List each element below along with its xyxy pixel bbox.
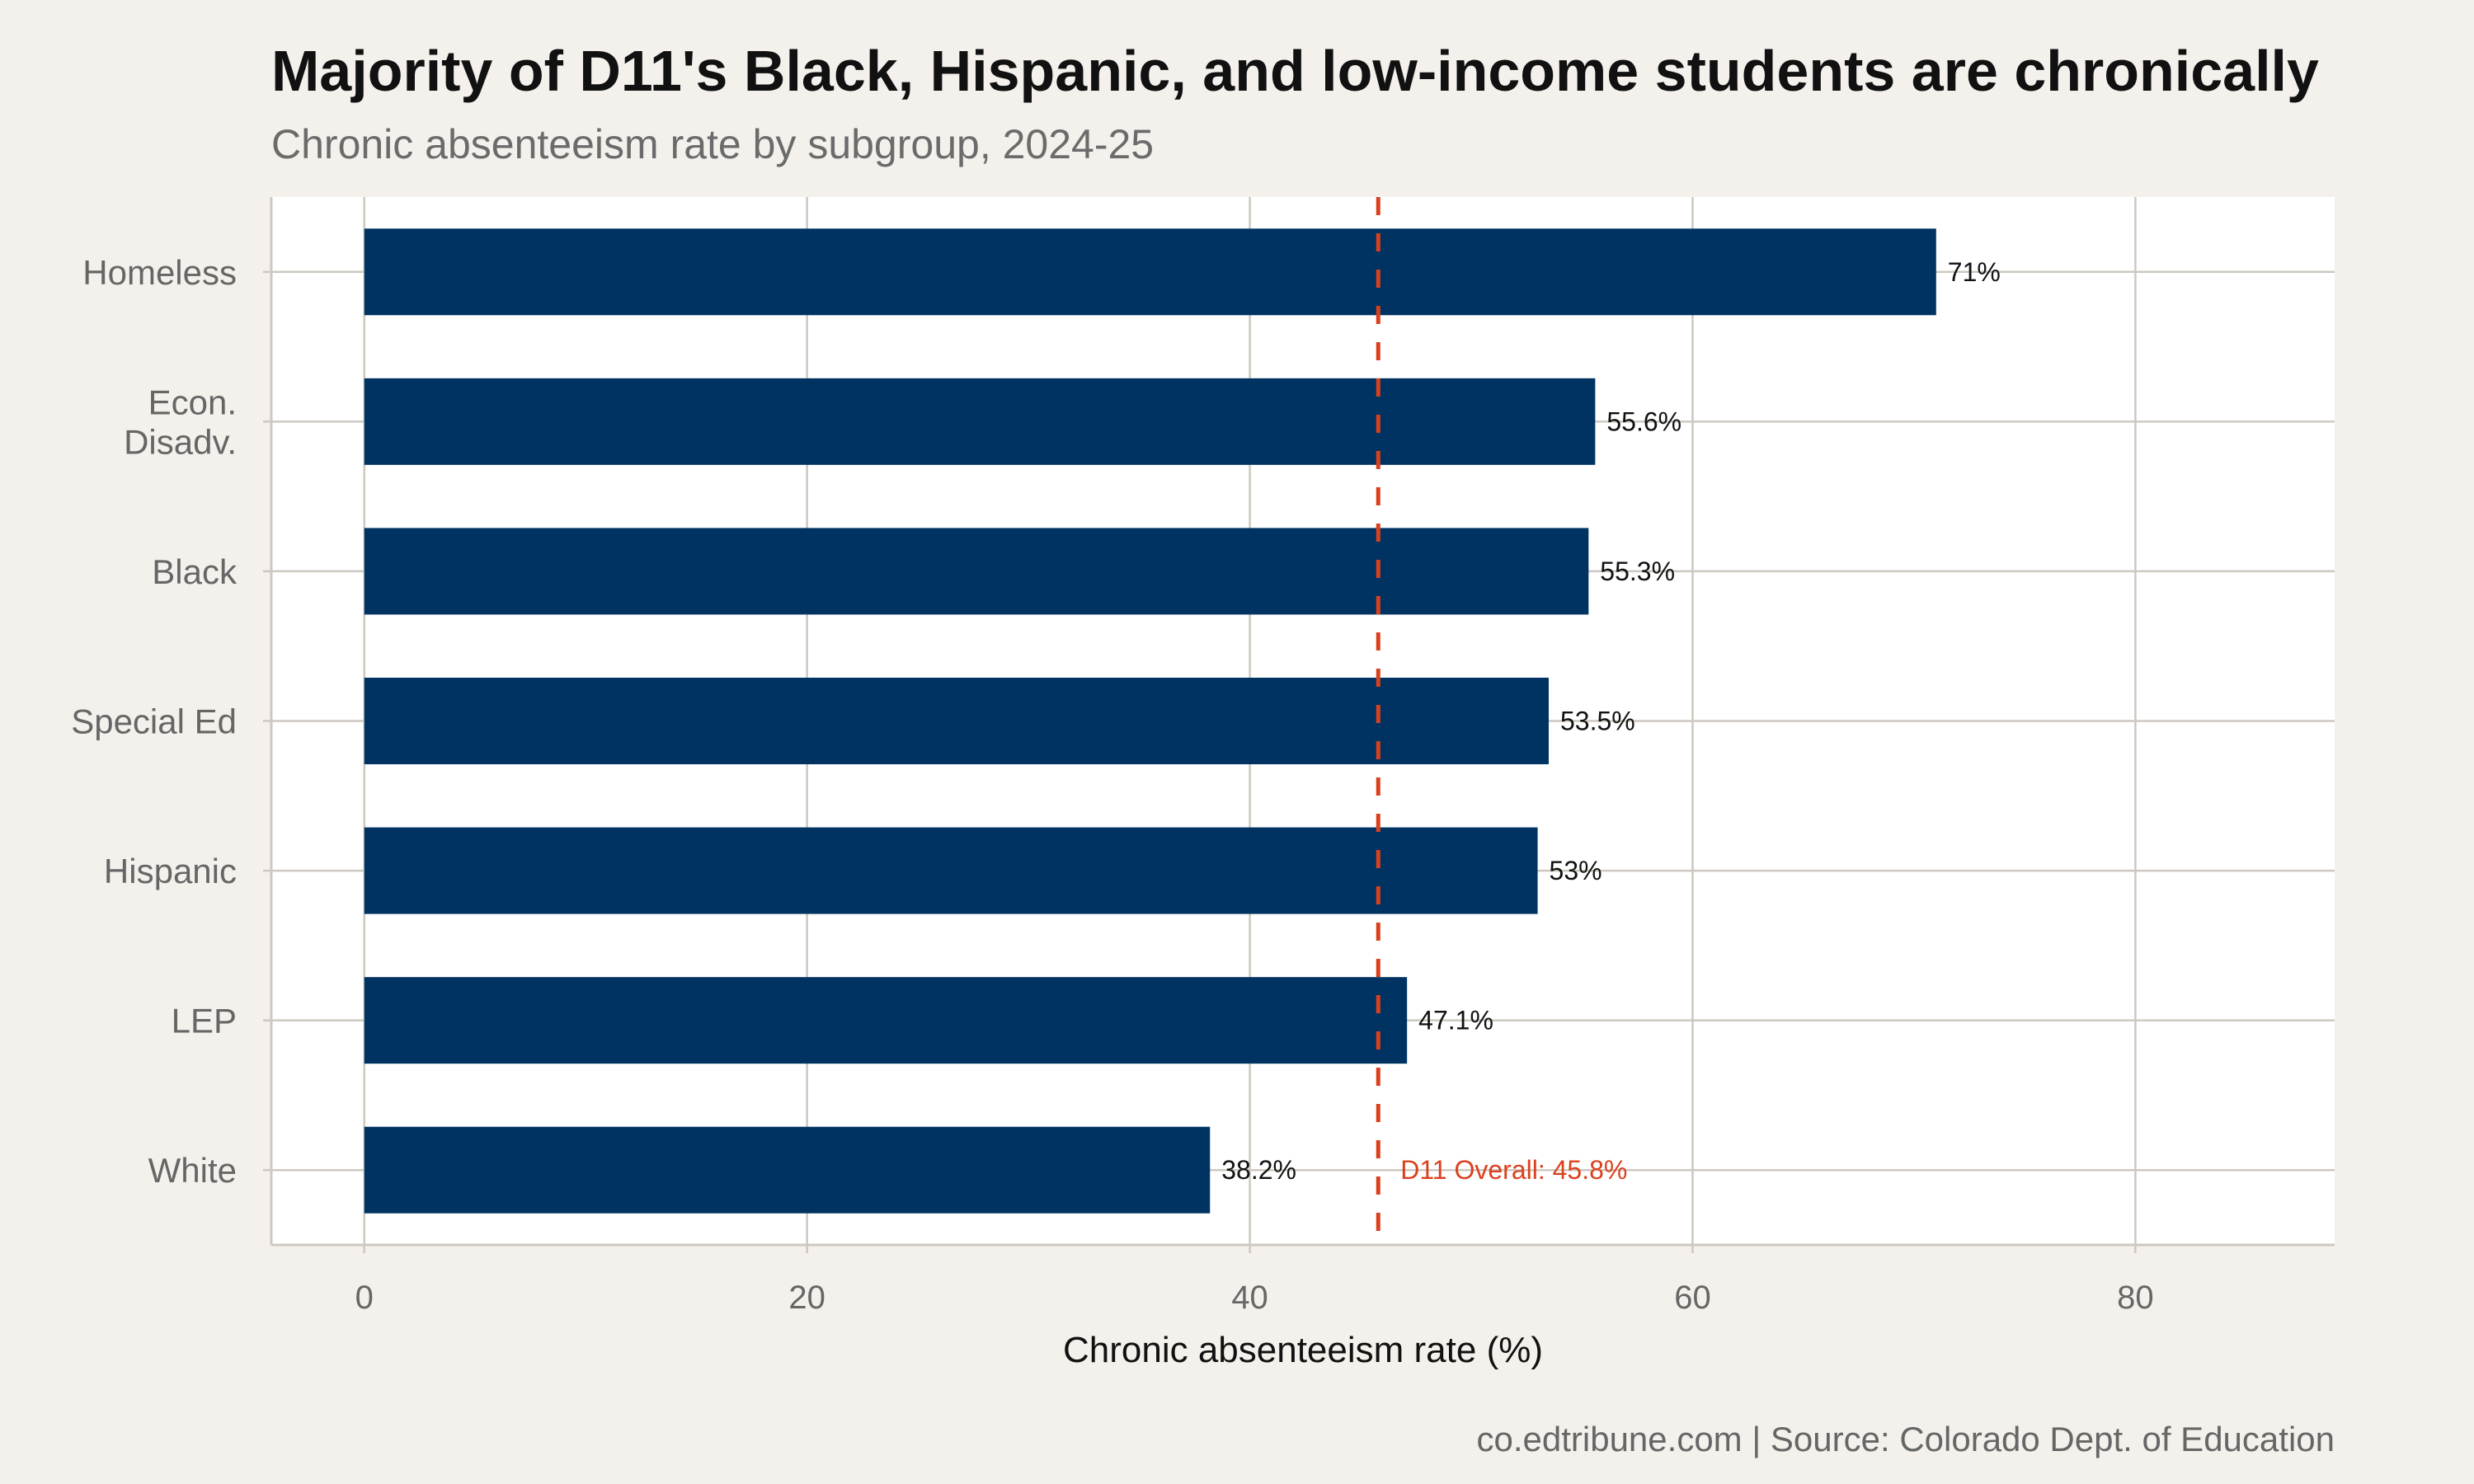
bars: 71% 55.6% 55.3% 53.5% 53% 47.1% 38.2%	[364, 228, 2001, 1214]
caption: co.edtribune.com | Source: Colorado Dept…	[1476, 1420, 2335, 1458]
y-tick-label: Econ. Disadv.	[124, 383, 237, 461]
bar	[364, 378, 1596, 465]
y-tick-label: Homeless	[82, 253, 237, 292]
axes: 0 20 40 60 80 Homeless Econ. Disadv. Black Specia…	[71, 197, 2335, 1316]
x-axis-label: Chronic absenteeism rate (%)	[1063, 1330, 1543, 1370]
data-label: 47.1%	[1418, 1006, 1493, 1036]
bar	[364, 1126, 1211, 1214]
x-tick-label: 40	[1231, 1280, 1268, 1316]
data-label: 53.5%	[1560, 707, 1635, 736]
x-tick-label: 60	[1674, 1280, 1711, 1316]
y-tick-label: LEP	[172, 1002, 237, 1040]
y-tick-label: Special Ed	[71, 702, 237, 741]
bar	[364, 678, 1549, 764]
chart-title: Majority of D11's Black, Hispanic, and l…	[271, 39, 2319, 103]
x-tick-label: 0	[355, 1280, 374, 1316]
y-tick-label: White	[148, 1151, 237, 1190]
y-tick-label: Black	[152, 552, 238, 591]
bar	[364, 827, 1538, 914]
data-label: 55.6%	[1606, 406, 1681, 436]
data-label: 38.2%	[1221, 1155, 1296, 1185]
x-tick-label: 20	[788, 1280, 825, 1316]
data-label: 71%	[1948, 257, 2001, 287]
chart-subtitle: Chronic absenteeism rate by subgroup, 20…	[271, 121, 1154, 167]
x-tick-label: 80	[2117, 1280, 2154, 1316]
y-tick-label: Hispanic	[104, 852, 237, 890]
data-label: 53%	[1550, 856, 1602, 885]
reference-line-group: D11 Overall: 45.8%	[1376, 197, 1627, 1245]
bar	[364, 528, 1589, 615]
reference-line-label: D11 Overall: 45.8%	[1400, 1155, 1627, 1185]
bar	[364, 228, 1936, 316]
bar	[364, 977, 1408, 1064]
data-label: 55.3%	[1600, 556, 1675, 586]
